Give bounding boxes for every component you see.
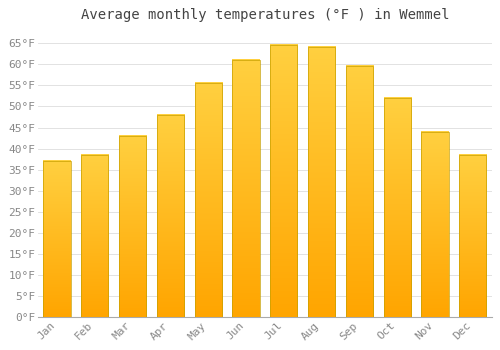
Bar — [459, 155, 486, 317]
Bar — [422, 132, 448, 317]
Bar — [157, 115, 184, 317]
Bar — [308, 47, 335, 317]
Title: Average monthly temperatures (°F ) in Wemmel: Average monthly temperatures (°F ) in We… — [80, 8, 449, 22]
Bar — [384, 98, 411, 317]
Bar — [346, 66, 373, 317]
Bar — [232, 60, 260, 317]
Bar — [270, 45, 297, 317]
Bar — [194, 83, 222, 317]
Bar — [44, 161, 70, 317]
Bar — [119, 136, 146, 317]
Bar — [81, 155, 108, 317]
